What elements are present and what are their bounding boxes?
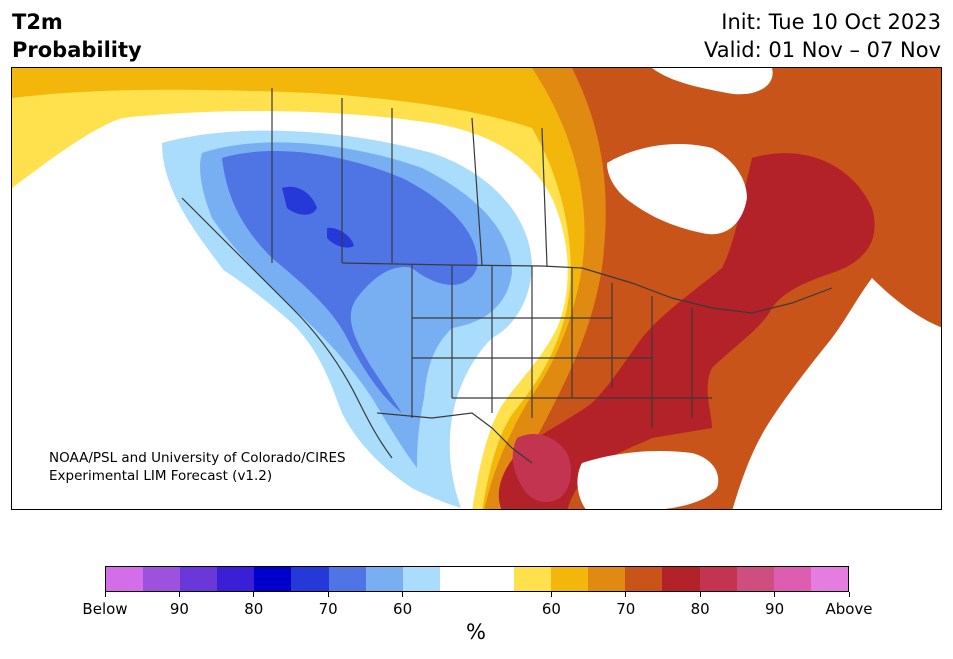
colorbar-segment — [662, 567, 700, 591]
pacific-ocean — [12, 216, 465, 509]
init-date: Init: Tue 10 Oct 2023 — [721, 10, 941, 34]
colorbar-tick-mark — [104, 592, 106, 597]
credit-line-2: Experimental LIM Forecast (v1.2) — [49, 468, 273, 484]
colorbar-tick-mark — [848, 592, 850, 597]
colorbar-segment — [365, 567, 403, 591]
colorbar-tick-mark — [699, 592, 701, 597]
colorbar-segment — [143, 567, 181, 591]
arctic-gap — [652, 68, 773, 95]
colorbar — [105, 566, 849, 592]
map-canvas — [12, 68, 941, 509]
colorbar-tick-label: Below — [82, 600, 128, 618]
colorbar-unit: % — [466, 620, 486, 644]
map-title: T2m Probability — [12, 8, 142, 64]
colorbar-segment — [736, 567, 774, 591]
colorbar-segment — [180, 567, 218, 591]
colorbar-tick-mark — [402, 592, 404, 597]
colorbar-tick-mark — [327, 592, 329, 597]
valid-date: Valid: 01 Nov – 07 Nov — [704, 38, 941, 62]
province-lines — [271, 88, 548, 267]
colorbar-segment — [476, 567, 515, 591]
colorbar-tick-mark — [178, 592, 180, 597]
colorbar-tick-label: 80 — [690, 600, 710, 618]
colorbar-tick-label: 80 — [244, 600, 264, 618]
colorbar-segment — [217, 567, 255, 591]
map-credit: NOAA/PSL and University of Colorado/CIRE… — [49, 449, 346, 485]
colorbar-tick-mark — [625, 592, 627, 597]
colorbar-segment — [625, 567, 663, 591]
colorbar-tick-label: 90 — [765, 600, 785, 618]
region-above-99 — [512, 433, 572, 503]
colorbar-tick-mark — [774, 592, 776, 597]
colorbar-tick-mark — [550, 592, 552, 597]
state-lines — [411, 265, 712, 428]
colorbar-segment — [810, 567, 848, 591]
colorbar-segment — [402, 567, 440, 591]
gulf-of-mexico — [577, 451, 719, 509]
colorbar-segment — [439, 567, 477, 591]
region-below-90 — [282, 186, 354, 248]
title-variable: T2m — [12, 10, 63, 34]
us-canada-border — [341, 262, 833, 314]
colorbar-tick-label: 60 — [393, 600, 413, 618]
colorbar-segment — [551, 567, 589, 591]
atlantic-ocean — [732, 278, 941, 509]
region-below-80 — [222, 150, 478, 413]
credit-line-1: NOAA/PSL and University of Colorado/CIRE… — [49, 450, 346, 466]
colorbar-segment — [699, 567, 737, 591]
colorbar-segment — [328, 567, 366, 591]
forecast-dates: Init: Tue 10 Oct 2023 Valid: 01 Nov – 07… — [704, 8, 941, 64]
title-type: Probability — [12, 38, 142, 62]
colorbar-tick-label: 90 — [169, 600, 189, 618]
colorbar-segment — [254, 567, 292, 591]
colorbar-tick-label: 70 — [616, 600, 636, 618]
colorbar-tick-label: Above — [825, 600, 873, 618]
probability-map — [11, 67, 942, 510]
colorbar-tick-mark — [253, 592, 255, 597]
west-coast — [181, 197, 393, 459]
colorbar-tick-label: 60 — [541, 600, 561, 618]
colorbar-segment — [291, 567, 329, 591]
hudson-bay — [607, 143, 747, 235]
us-mexico-border — [376, 412, 533, 464]
colorbar-segment — [773, 567, 811, 591]
colorbar-segment — [106, 567, 144, 591]
colorbar-tick-label: 70 — [318, 600, 338, 618]
colorbar-segment — [588, 567, 626, 591]
region-above-95 — [498, 153, 875, 509]
colorbar-segment — [514, 567, 552, 591]
boundaries — [181, 88, 833, 464]
